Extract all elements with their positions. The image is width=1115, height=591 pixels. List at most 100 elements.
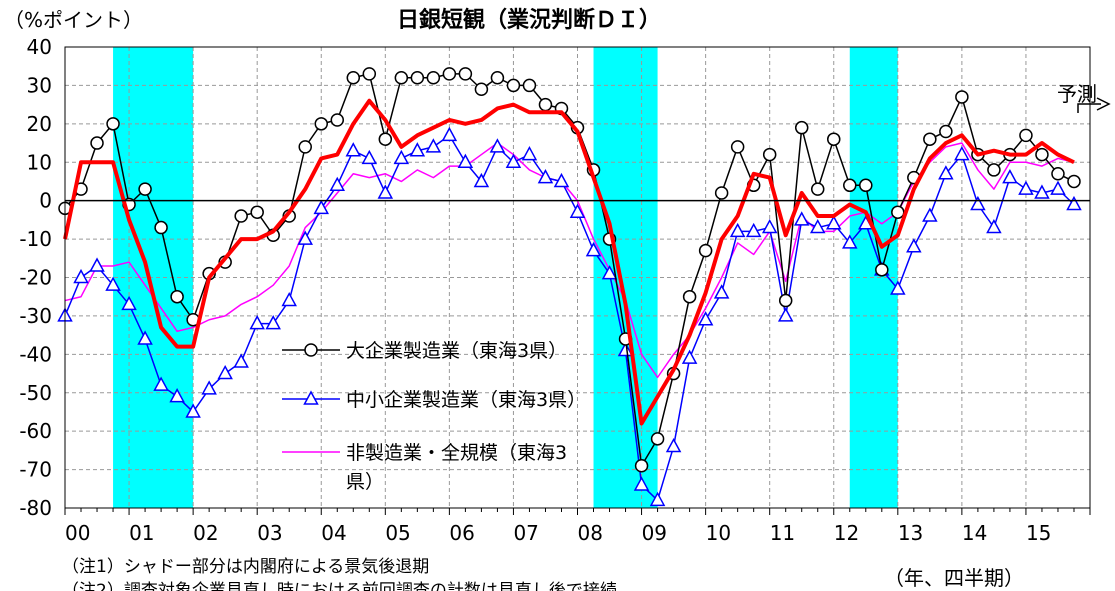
y-tick-label: -10 [19,227,52,251]
data-point [521,145,538,161]
data-point [170,289,184,304]
data-point [986,218,1002,234]
series-lines [57,67,1082,507]
x-tick-label: 13 [898,521,923,545]
data-point [650,432,665,446]
x-tick-label: 14 [962,521,987,545]
x-tick-label: 09 [642,521,667,545]
data-point [1035,147,1049,162]
data-point [809,218,826,234]
y-tick-label: -60 [19,419,52,443]
legend-label: 県） [346,471,384,493]
data-point [362,67,377,81]
data-point [154,220,168,235]
data-point [713,284,730,299]
y-axis-label: （%ポイント） [4,8,143,32]
data-point [73,268,89,284]
series-line-3 [64,142,1075,379]
x-tick-label: 11 [770,521,795,545]
data-point [1050,180,1066,195]
legend-label: 非製造業・全規模（東海3 [346,442,567,464]
data-point [1051,167,1065,181]
series-line-2 [64,134,1075,502]
data-point [233,353,249,368]
series-2 [57,126,1082,507]
data-point [1067,174,1081,189]
data-point [665,437,682,453]
data-point [1018,180,1034,195]
data-point [553,172,570,188]
x-tick-label: 15 [1026,521,1051,545]
data-point [313,199,330,215]
data-point [697,311,714,326]
y-tick-label: -70 [19,458,52,482]
data-point [106,117,120,131]
y-tick-label: 30 [27,73,52,97]
data-point [601,265,618,280]
data-point [1066,195,1082,211]
data-point [346,70,361,85]
y-tick-label: -40 [19,342,52,366]
note-1: （注1）シャドー部分は内閣府による景気後退期 [62,557,429,577]
data-point [249,315,265,330]
data-point [265,315,281,330]
data-point [1019,128,1033,143]
data-point [426,70,441,85]
data-point [730,140,745,154]
legend-entry-2: 中小企業製造業（東海3県） [282,389,586,411]
data-point [810,182,825,196]
data-point [649,491,666,507]
data-point [441,126,458,142]
tick-labels: -80 -70 -60 -50 -40 -30 -20 -10 0 10 20 30 40 00 01 02 0… [19,35,1051,545]
y-tick-label: -80 [19,496,52,520]
data-point [538,97,553,112]
data-point [297,230,313,245]
data-point [458,67,473,81]
data-point [393,149,410,165]
data-point [923,132,937,146]
data-point [1034,184,1050,199]
data-point [827,132,841,146]
x-tick-label: 04 [321,521,346,545]
series-4 [63,98,1075,426]
data-point [169,388,185,403]
data-point [681,349,698,364]
forecast-arrow [1077,103,1101,113]
data-point [522,78,537,93]
data-point [682,289,697,304]
data-point [794,120,809,135]
legend-label: 大企業製造業（東海3県） [346,340,567,362]
data-point [970,195,986,211]
data-point [537,169,554,184]
series-3 [64,142,1075,379]
data-point [1002,169,1018,184]
data-point [473,172,490,188]
data-point [987,163,1001,177]
data-point [425,138,442,153]
data-point [762,147,777,162]
y-tick-label: 0 [39,189,52,213]
data-point [153,376,169,391]
data-point [474,82,489,97]
data-point [745,222,762,238]
data-point [859,178,873,193]
note-2: （注2）調査対象企業見直し時における前回調査の計数は見直し後で接続 [62,581,617,591]
x-tick-label: 05 [385,521,410,545]
data-point [714,186,729,200]
forecast-label: 予測 [1057,82,1097,106]
data-point [409,142,426,157]
y-tick-label: -30 [19,304,52,328]
data-point [617,341,634,357]
data-point [890,280,906,295]
legend-entry-1: 大企業製造業（東海3県） [282,340,567,362]
data-point [939,124,953,139]
x-tick-label: 00 [65,521,90,545]
data-point [137,330,153,345]
data-point [185,403,201,418]
data-point [250,205,264,219]
data-point [891,205,905,219]
y-tick-label: 40 [27,35,52,59]
data-point [378,132,393,146]
data-point [761,218,778,234]
